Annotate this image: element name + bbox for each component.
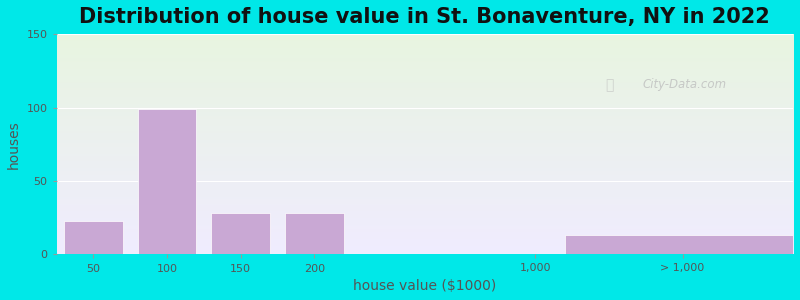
Bar [138,109,197,254]
Text: City-Data.com: City-Data.com [642,78,726,91]
Y-axis label: houses: houses [7,120,21,169]
Bar [64,221,123,254]
X-axis label: house value ($1000): house value ($1000) [353,279,497,293]
Text: 🌐: 🌐 [606,78,614,92]
Title: Distribution of house value in St. Bonaventure, NY in 2022: Distribution of house value in St. Bonav… [79,7,770,27]
Bar [285,213,344,254]
Bar [211,213,270,254]
Bar [565,236,800,254]
